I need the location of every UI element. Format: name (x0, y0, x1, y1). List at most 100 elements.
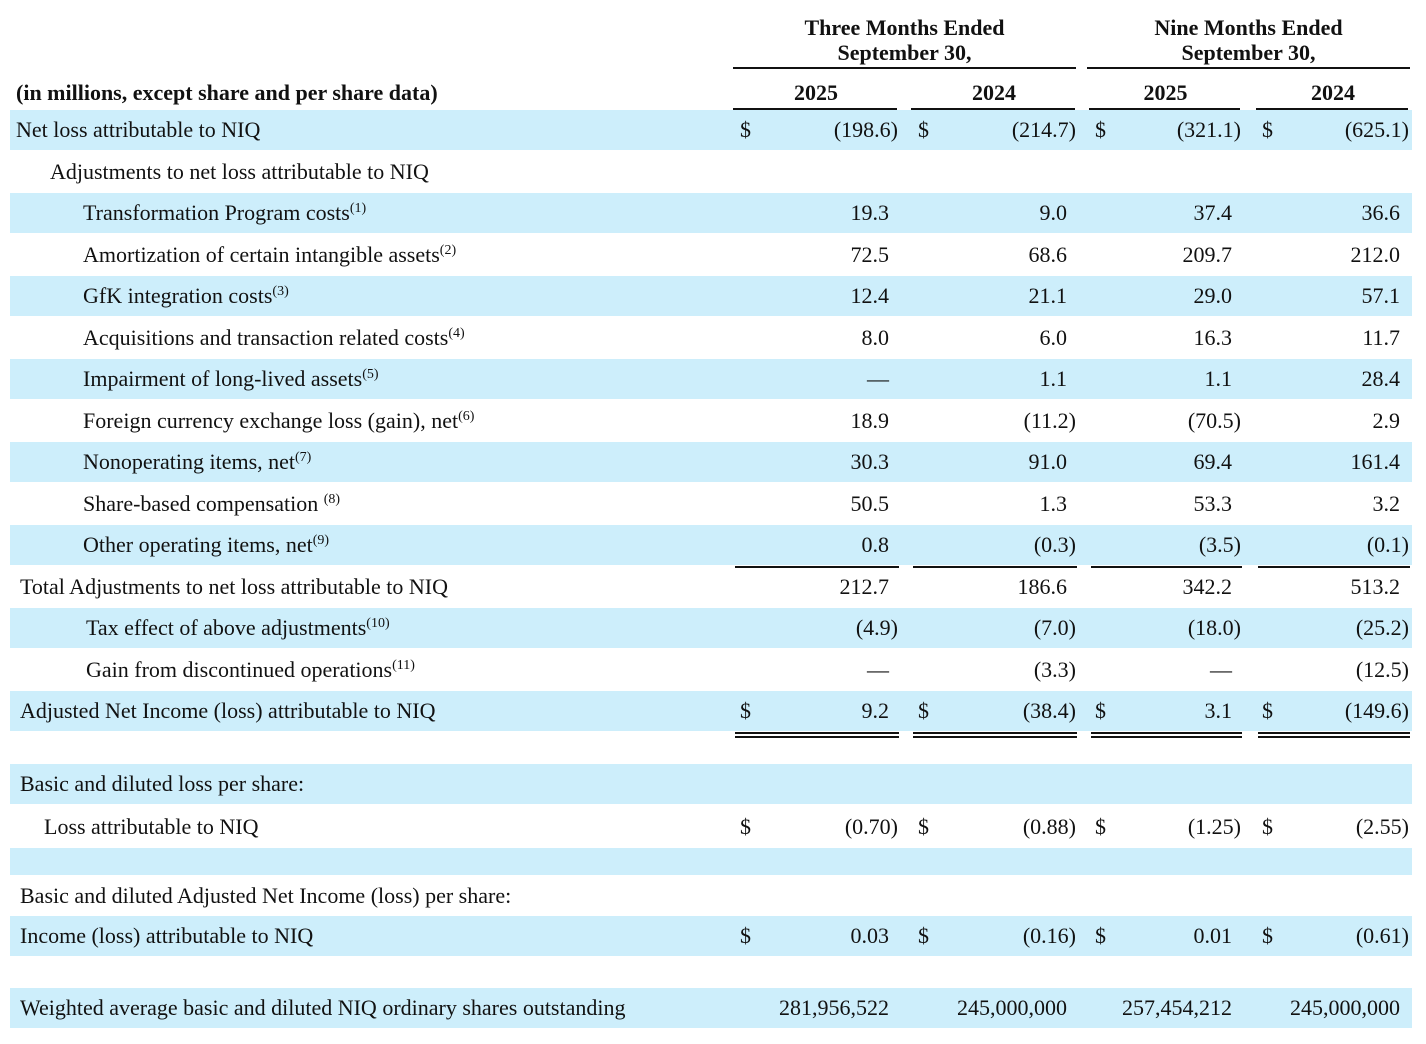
row-label: GfK integration costs(3) (83, 283, 289, 309)
row-label: Income (loss) attributable to NIQ (20, 923, 313, 949)
rule (913, 566, 1077, 568)
row-label: Gain from discontinued operations(11) (86, 657, 415, 683)
currency-symbol: $ (740, 698, 751, 723)
footnote-ref: (4) (448, 325, 465, 341)
rule (1091, 736, 1242, 738)
label-text: Basic and diluted loss per share: (20, 771, 305, 796)
cell-value: (0.1) (1366, 532, 1409, 557)
rule (1087, 67, 1410, 69)
label-text: GfK integration costs (83, 283, 273, 308)
footnote-ref: (10) (366, 616, 390, 631)
label-text: Impairment of long-lived assets (83, 366, 363, 391)
cell-value: 1.3 (1039, 490, 1068, 516)
row-label: Foreign currency exchange loss (gain), n… (83, 408, 474, 434)
row-label: Acquisitions and transaction related cos… (83, 325, 465, 351)
currency-symbol: $ (1262, 698, 1273, 723)
rule (1258, 732, 1410, 734)
cell-value: 281,956,522 (779, 995, 889, 1020)
footnote-ref: (7) (295, 450, 312, 465)
row-shading (10, 525, 1412, 565)
row-label: Basic and diluted loss per share: (20, 771, 304, 797)
caption: (in millions, except share and per share… (16, 80, 438, 105)
currency-symbol: $ (1262, 923, 1273, 948)
label-text: Basic and diluted Adjusted Net Income (l… (20, 882, 512, 908)
cell-value: 212.0 (1350, 241, 1401, 267)
row-shading (10, 193, 1412, 233)
cell-value: (7.0) (1033, 615, 1076, 640)
row-shading (10, 848, 1412, 875)
cell-value: 12.4 (850, 283, 890, 308)
label-text: Transformation Program costs (83, 200, 350, 225)
rule (1089, 108, 1240, 110)
cell-value: (25.2) (1355, 615, 1409, 640)
label-text: Tax effect of above adjustments (86, 615, 367, 640)
currency-symbol: $ (918, 814, 929, 839)
label-text: Other operating items, net (83, 532, 313, 557)
currency-symbol: $ (918, 923, 929, 948)
row-shading (10, 764, 1412, 804)
cell-value: 209.7 (1182, 241, 1233, 267)
cell-value: (18.0) (1187, 615, 1241, 640)
group-header: September 30, (837, 40, 972, 65)
cell-value: 1.1 (1039, 366, 1068, 391)
cell-value: (38.4) (1022, 698, 1076, 723)
currency-symbol: $ (740, 923, 751, 948)
cell-value: (0.61) (1355, 923, 1409, 948)
cell-value: 9.2 (861, 698, 890, 723)
currency-symbol: $ (1095, 117, 1106, 142)
footnote-ref: (8) (323, 491, 341, 507)
cell-value: (4.9) (855, 615, 898, 640)
cell-value: (3.5) (1198, 532, 1241, 557)
cell-value: 30.3 (850, 449, 890, 474)
label-text: Weighted average basic and diluted NIQ o… (20, 995, 626, 1020)
currency-symbol: $ (740, 117, 751, 142)
cell-value: (321.1) (1176, 117, 1241, 142)
cell-value: (214.7) (1011, 117, 1076, 142)
rule (733, 108, 897, 110)
row-label: Loss attributable to NIQ (44, 814, 258, 840)
cell-value: (1.25) (1187, 814, 1241, 839)
row-label: Adjusted Net Income (loss) attributable … (20, 698, 435, 724)
footnote-ref: (1) (349, 201, 367, 216)
cell-value: (3.3) (1033, 656, 1076, 682)
label-text: Total Adjustments to net loss attributab… (20, 573, 449, 599)
cell-value: (0.88) (1022, 814, 1076, 839)
rule (735, 732, 899, 734)
currency-symbol: $ (1095, 923, 1106, 948)
footnote-ref: (3) (272, 284, 289, 299)
row-label: Impairment of long-lived assets(5) (83, 366, 379, 392)
cell-value: 36.6 (1361, 200, 1401, 225)
label-text: Amortization of certain intangible asset… (83, 241, 440, 267)
group-header: September 30, (1181, 40, 1316, 65)
row-label: Share-based compensation (8) (83, 491, 340, 517)
cell-value: 3.1 (1204, 698, 1233, 723)
row-label: Adjustments to net loss attributable to … (50, 159, 429, 185)
row-shading (10, 988, 1412, 1028)
cell-value: 57.1 (1361, 283, 1401, 308)
currency-symbol: $ (918, 698, 929, 723)
label-text: Loss attributable to NIQ (44, 814, 259, 839)
cell-value: 212.7 (839, 573, 890, 599)
cell-value: 69.4 (1193, 449, 1233, 474)
rule (1091, 732, 1242, 734)
row-shading (10, 110, 1412, 150)
row-label: Basic and diluted Adjusted Net Income (l… (20, 883, 511, 909)
cell-value: 6.0 (1039, 324, 1068, 350)
label-text: Income (loss) attributable to NIQ (20, 923, 314, 948)
label-text: Foreign currency exchange loss (gain), n… (83, 407, 459, 433)
cell-value: 161.4 (1350, 449, 1401, 474)
cell-value: 245,000,000 (1290, 995, 1400, 1020)
cell-value: 513.2 (1350, 573, 1401, 599)
year-header: 2024 (1311, 80, 1355, 105)
row-label: Total Adjustments to net loss attributab… (20, 574, 448, 600)
cell-value: 53.3 (1193, 490, 1233, 516)
cell-value: 21.1 (1028, 283, 1068, 308)
footnote-ref: (2) (439, 242, 457, 258)
label-text: Adjusted Net Income (loss) attributable … (20, 698, 436, 723)
currency-symbol: $ (740, 814, 751, 839)
row-shading (10, 359, 1412, 399)
rule (913, 736, 1077, 738)
cell-value: 37.4 (1193, 200, 1233, 225)
cell-value: (0.3) (1033, 532, 1076, 557)
cell-value: 1.1 (1204, 366, 1233, 391)
